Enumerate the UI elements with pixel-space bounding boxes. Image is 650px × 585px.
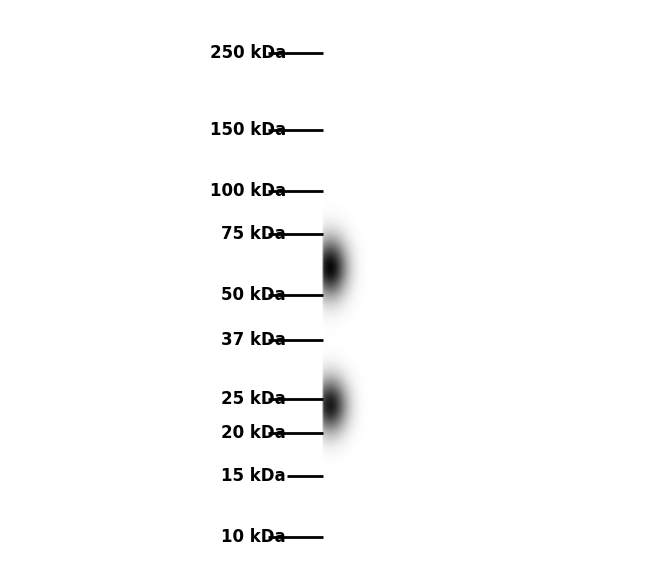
Text: 100 kDa: 100 kDa xyxy=(210,181,286,199)
FancyBboxPatch shape xyxy=(322,0,403,585)
Text: 250 kDa: 250 kDa xyxy=(210,44,286,61)
Text: 75 kDa: 75 kDa xyxy=(221,225,286,243)
Text: 50 kDa: 50 kDa xyxy=(222,286,286,304)
Text: 15 kDa: 15 kDa xyxy=(222,467,286,485)
Text: 20 kDa: 20 kDa xyxy=(221,424,286,442)
Text: 37 kDa: 37 kDa xyxy=(221,331,286,349)
Text: 150 kDa: 150 kDa xyxy=(210,121,286,139)
Text: 10 kDa: 10 kDa xyxy=(222,528,286,546)
Text: 25 kDa: 25 kDa xyxy=(221,390,286,408)
